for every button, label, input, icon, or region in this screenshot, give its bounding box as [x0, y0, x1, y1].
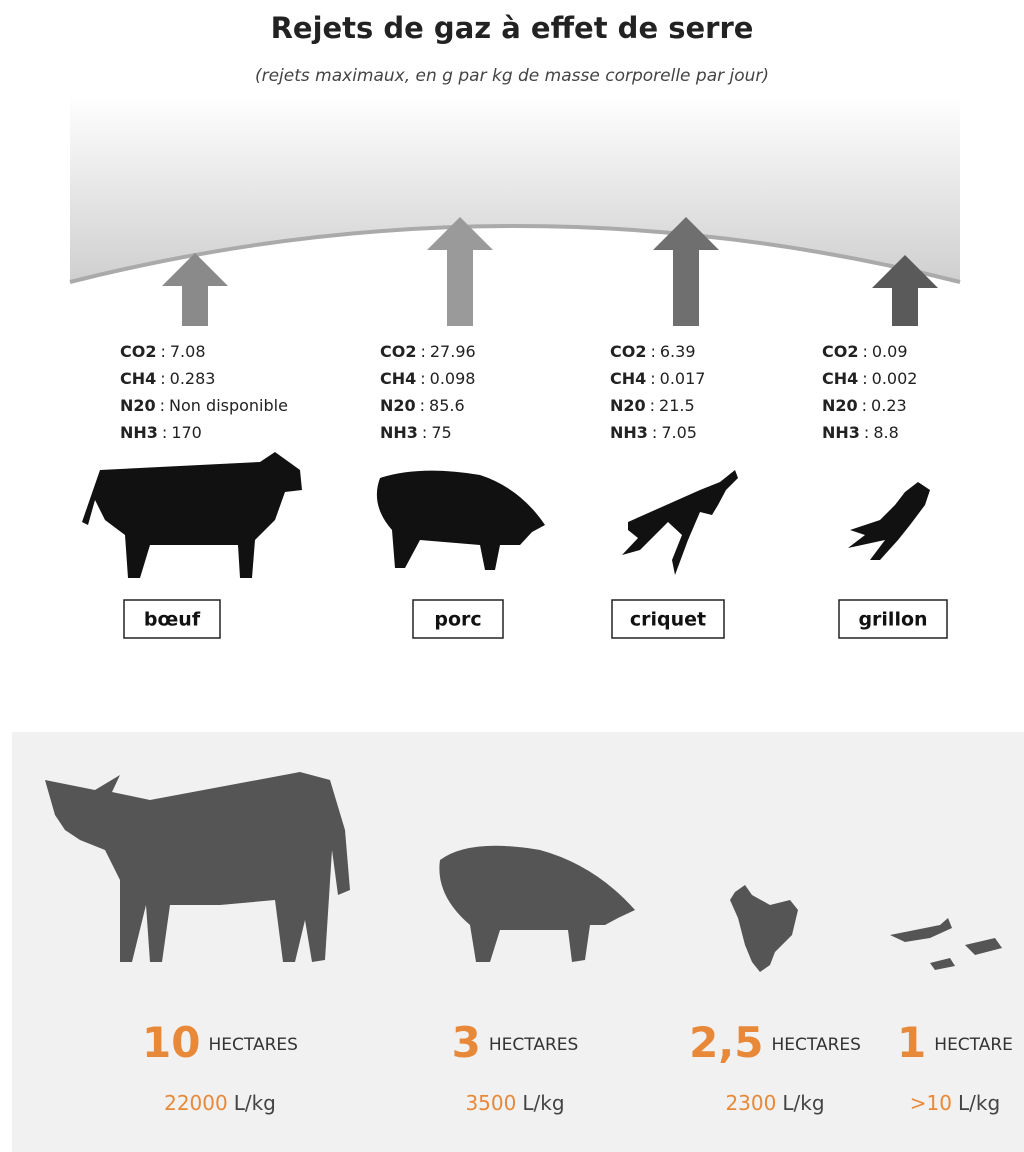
gas-value: 0.098	[430, 369, 476, 388]
cricket-icon	[848, 482, 930, 560]
gas-value: 0.23	[871, 396, 907, 415]
gas-value: 0.09	[872, 342, 908, 361]
separator: :	[162, 423, 167, 442]
gas-name: CH4	[380, 369, 416, 388]
separator: :	[862, 342, 867, 361]
page: Rejets de gaz à effet de serre (rejets m…	[0, 0, 1024, 1152]
gas-row: N20:0.23	[822, 396, 907, 415]
gas-value: 75	[431, 423, 451, 442]
separator: :	[650, 396, 655, 415]
area-unit: HECTARE	[934, 1035, 1013, 1055]
gas-name: CO2	[380, 342, 416, 361]
gas-name: N20	[380, 396, 416, 415]
gas-value: 8.8	[873, 423, 898, 442]
gas-name: NH3	[380, 423, 418, 442]
separator: :	[420, 342, 425, 361]
separator: :	[160, 396, 165, 415]
gas-name: NH3	[610, 423, 648, 442]
gas-row: N20:21.5	[610, 396, 695, 415]
area-value: 10	[142, 1018, 200, 1067]
animal-label: grillon	[858, 609, 927, 631]
gas-name: CO2	[610, 342, 646, 361]
separator: :	[862, 396, 867, 415]
gas-name: CH4	[610, 369, 646, 388]
gas-value: 7.05	[661, 423, 697, 442]
gas-row: NH3:75	[380, 423, 452, 442]
water-value: 2300	[725, 1091, 776, 1115]
water-value: 22000	[164, 1091, 228, 1115]
area-unit: HECTARES	[489, 1035, 578, 1055]
gas-value: 27.96	[430, 342, 476, 361]
gas-name: N20	[120, 396, 156, 415]
water-value: >10	[910, 1091, 952, 1115]
area-value: 3	[452, 1018, 481, 1067]
gas-value: Non disponible	[169, 396, 288, 415]
gas-row: CH4:0.283	[120, 369, 215, 388]
infographic: Rejets de gaz à effet de serre (rejets m…	[0, 0, 1024, 1152]
separator: :	[160, 342, 165, 361]
gas-name: N20	[610, 396, 646, 415]
subtitle: (rejets maximaux, en g par kg de masse c…	[255, 66, 769, 86]
gas-name: CO2	[120, 342, 156, 361]
gas-name: CH4	[822, 369, 858, 388]
water-value: 3500	[465, 1091, 516, 1115]
gas-value: 21.5	[659, 396, 695, 415]
separator: :	[864, 423, 869, 442]
gas-row: N20:85.6	[380, 396, 465, 415]
water-unit: L/kg	[234, 1091, 276, 1115]
arrow	[162, 253, 228, 326]
separator: :	[650, 342, 655, 361]
area-value: 1	[897, 1018, 926, 1067]
area-unit: HECTARES	[209, 1035, 298, 1055]
gas-row: CH4:0.002	[822, 369, 917, 388]
gas-row: NH3:8.8	[822, 423, 899, 442]
gas-name: NH3	[120, 423, 158, 442]
gas-name: N20	[822, 396, 858, 415]
separator: :	[422, 423, 427, 442]
area-value: 2,5	[689, 1018, 763, 1067]
animal-label: criquet	[630, 609, 706, 631]
separator: :	[652, 423, 657, 442]
gas-row: CH4:0.098	[380, 369, 475, 388]
gas-row: CO2:27.96	[380, 342, 476, 361]
area-unit: HECTARES	[771, 1035, 860, 1055]
separator: :	[650, 369, 655, 388]
gas-value: 85.6	[429, 396, 465, 415]
pig-icon	[377, 471, 545, 570]
water-unit: L/kg	[958, 1091, 1000, 1115]
gas-value: 0.002	[872, 369, 918, 388]
locust-icon	[622, 470, 738, 575]
arrow	[427, 217, 493, 326]
gas-row: CO2:7.08	[120, 342, 206, 361]
gas-name: CH4	[120, 369, 156, 388]
gas-row: CO2:6.39	[610, 342, 696, 361]
gas-value: 0.017	[660, 369, 706, 388]
separator: :	[420, 396, 425, 415]
gas-row: NH3:7.05	[610, 423, 697, 442]
gas-row: CO2:0.09	[822, 342, 908, 361]
gas-name: CO2	[822, 342, 858, 361]
animal-label: bœuf	[144, 609, 201, 631]
gas-row: NH3:170	[120, 423, 202, 442]
animal-label: porc	[434, 609, 481, 631]
cow-icon	[82, 452, 302, 578]
gas-name: NH3	[822, 423, 860, 442]
gas-value: 170	[171, 423, 202, 442]
separator: :	[420, 369, 425, 388]
gas-value: 7.08	[170, 342, 206, 361]
separator: :	[862, 369, 867, 388]
gas-value: 6.39	[660, 342, 696, 361]
gas-row: N20:Non disponible	[120, 396, 288, 415]
water-unit: L/kg	[522, 1091, 564, 1115]
title: Rejets de gaz à effet de serre	[271, 11, 754, 45]
gas-value: 0.283	[170, 369, 216, 388]
separator: :	[160, 369, 165, 388]
water-unit: L/kg	[782, 1091, 824, 1115]
gas-row: CH4:0.017	[610, 369, 705, 388]
